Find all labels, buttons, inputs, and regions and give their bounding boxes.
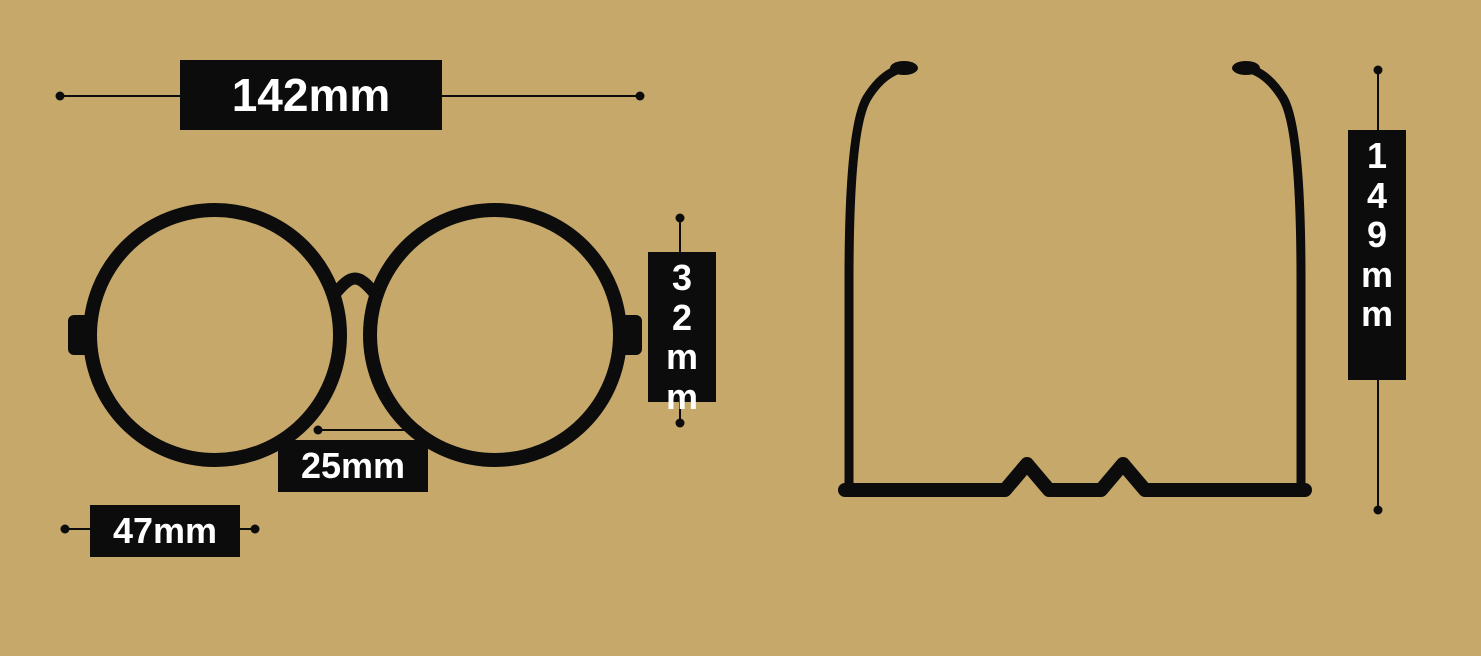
- label-char: 9: [1352, 215, 1402, 255]
- label-text: 142mm: [232, 71, 391, 119]
- label-char: m: [652, 377, 712, 417]
- label-char: m: [1352, 255, 1402, 295]
- label-temple-length: 149mm: [1348, 130, 1406, 380]
- label-char: m: [652, 337, 712, 377]
- label-char: 1: [1352, 136, 1402, 176]
- label-char: 3: [652, 258, 712, 298]
- label-text: 25mm: [301, 447, 405, 485]
- label-lens-height: 32mm: [648, 252, 716, 402]
- label-char: 4: [1352, 176, 1402, 216]
- label-char: m: [1352, 294, 1402, 334]
- label-char: 2: [652, 298, 712, 338]
- glasses-top-view: [815, 50, 1335, 530]
- label-lens-width: 47mm: [90, 505, 240, 557]
- label-text: 47mm: [113, 512, 217, 550]
- label-frame-width: 142mm: [180, 60, 442, 130]
- glasses-front-view: [0, 160, 740, 640]
- label-bridge-width: 25mm: [278, 440, 428, 492]
